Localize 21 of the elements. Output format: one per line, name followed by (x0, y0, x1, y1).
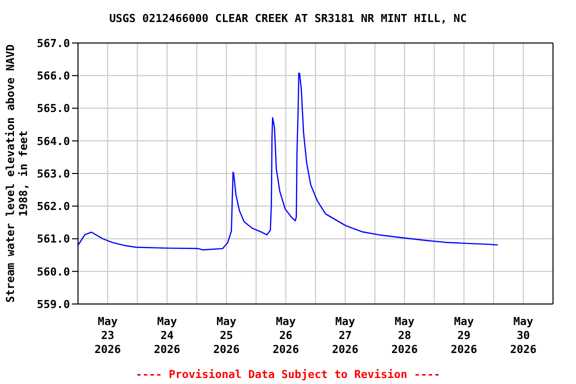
y-tick-label: 566.0 (36, 70, 70, 83)
y-tick-label: 564.0 (36, 134, 70, 148)
chart-title: USGS 0212466000 CLEAR CREEK AT SR3181 NR MINT HILL, NC (108, 12, 468, 25)
x-tick-label: May 23 2026 (94, 315, 122, 356)
x-tick-label: May 30 2026 (510, 315, 537, 356)
y-tick-label: 567.0 (36, 36, 70, 50)
line-series (78, 72, 498, 250)
text: ---- Provisional Data Subject to Revision ---- (134, 368, 442, 381)
x-tick-label: May 25 2026 (213, 315, 240, 356)
y-tick-label: 560.0 (36, 265, 70, 278)
x-tick-label: May 29 2026 (450, 315, 478, 356)
y-tick-label: 565.0 (36, 102, 70, 116)
y-tick-label: 559.0 (36, 298, 70, 311)
y-tick-label: 563.0 (36, 167, 70, 180)
x-tick-label: May 28 2026 (391, 315, 418, 356)
y-axis-title: Stream water level elevation above NAVD 1988, in feet (4, 44, 30, 303)
x-tick-label: May 24 2026 (154, 315, 181, 356)
x-tick-label: May 26 2026 (272, 315, 300, 356)
y-tick-label: 562.0 (36, 200, 70, 214)
y-tick-label: 561.0 (36, 232, 70, 246)
x-tick-label: May 27 2026 (332, 315, 359, 356)
